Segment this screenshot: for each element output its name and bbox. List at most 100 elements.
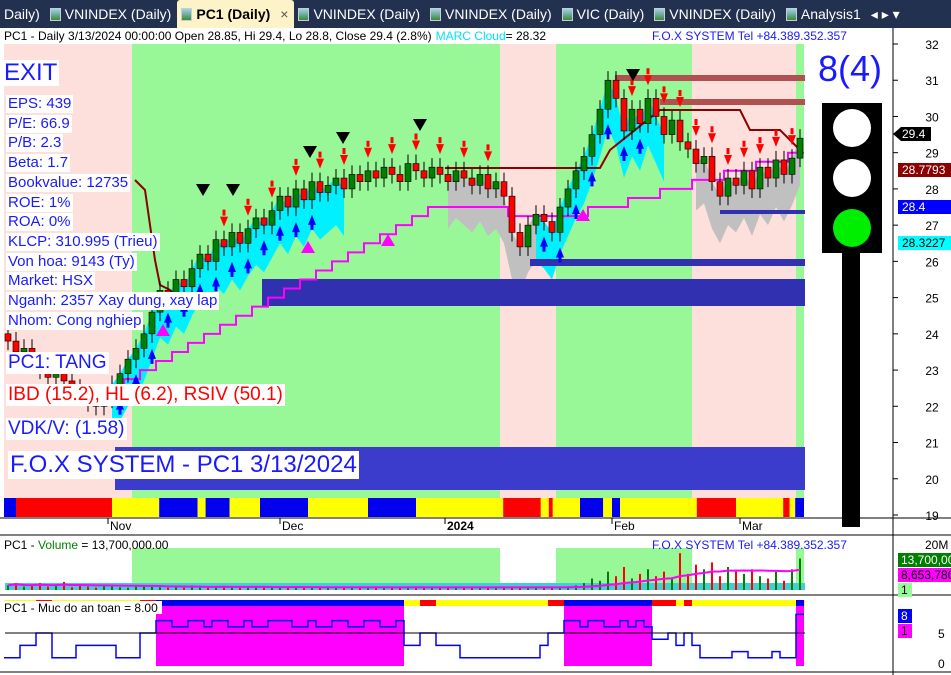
safety-tag-label: 1 <box>901 624 908 638</box>
volume-title-value: = 13,700,000.00 <box>78 538 169 552</box>
buy-arrow-icon <box>604 124 612 140</box>
safety-strip-segment <box>652 600 660 606</box>
fundamental-item: Beta: 1.7 <box>6 154 71 173</box>
sell-arrow-icon <box>644 68 652 86</box>
candle-body <box>292 188 300 208</box>
tab-label: Daily) <box>4 6 40 22</box>
safety-tag-label: 8 <box>901 609 908 623</box>
volume-tag <box>898 583 912 597</box>
tab-5[interactable]: VIC (Daily) <box>558 1 651 27</box>
candle-body <box>188 268 196 288</box>
volume-tag <box>898 568 951 582</box>
y-tick-label: 25 <box>925 292 939 306</box>
light-green-icon <box>833 209 871 247</box>
safety-strip-segment <box>300 600 308 606</box>
candle-body <box>572 170 580 190</box>
tab-4[interactable]: VNINDEX (Daily) <box>426 1 558 27</box>
candle-body <box>228 232 236 248</box>
buy-arrow-icon <box>540 236 548 252</box>
tab-3[interactable]: VNINDEX (Daily) <box>294 1 426 27</box>
safety-zone <box>308 606 316 666</box>
safety-strip-segment <box>164 600 172 606</box>
safety-strip-segment <box>692 600 700 606</box>
safety-zone <box>188 606 196 666</box>
tab-6[interactable]: VNINDEX (Daily) <box>650 1 782 27</box>
safety-strip-segment <box>556 600 564 606</box>
sell-arrow-icon <box>788 128 796 146</box>
safety-strip-segment <box>540 600 548 606</box>
safety-strip-segment <box>508 600 516 606</box>
tab-7[interactable]: Analysis1 <box>782 1 867 27</box>
price-tag-label: 29.4 <box>902 127 926 141</box>
volume-ma-line <box>7 568 801 589</box>
safety-strip-segment <box>244 600 252 606</box>
candle-body <box>180 279 188 288</box>
fundamental-item: Market: HSX <box>6 272 96 291</box>
fundamental-item: Nhom: Cong nghiep <box>6 311 144 330</box>
safety-zone <box>636 606 644 666</box>
candle-body <box>524 224 532 248</box>
fundamental-item: KLCP: 310.995 (Trieu) <box>6 232 160 251</box>
volume-tag <box>898 553 951 567</box>
sell-triangle-icon <box>626 69 640 81</box>
safety-strip-segment <box>484 600 492 606</box>
safety-strip-segment <box>684 600 692 606</box>
volume-tag-label: 13,700,000 <box>901 553 951 567</box>
candle-body <box>348 174 356 190</box>
tab-scroll-arrows[interactable]: ◂ ▸ ▾ <box>870 5 900 22</box>
candle-body <box>660 116 668 135</box>
sell-arrow-icon <box>316 151 324 169</box>
buy-arrow-icon <box>116 399 124 415</box>
y-tick-label: 29 <box>925 147 939 161</box>
safety-strip-segment <box>332 600 340 606</box>
y-tick-label: 20 <box>925 473 939 487</box>
candle-body <box>380 166 388 179</box>
tab-0[interactable]: Daily) <box>0 1 46 27</box>
candle-body <box>724 177 732 197</box>
chart-tab-bar: Daily) VNINDEX (Daily) PC1 (Daily) × VNINDEX… <box>0 0 951 28</box>
candle-body <box>732 177 740 186</box>
candle-body <box>420 170 428 179</box>
candle-body <box>780 159 788 175</box>
safety-strip-segment <box>524 600 532 606</box>
signal-strip-segment <box>205 498 230 517</box>
y-tick-label: 22 <box>925 400 939 414</box>
candle-body <box>716 181 724 197</box>
safety-strip-segment <box>348 600 356 606</box>
safety-strip-segment <box>644 600 652 606</box>
signal-strip-segment <box>368 498 416 517</box>
tab-label: VNINDEX (Daily) <box>445 6 552 22</box>
safety-zone <box>276 606 284 666</box>
safety-strip-segment <box>612 600 620 606</box>
candle-body <box>588 134 596 157</box>
tab-1[interactable]: VNINDEX (Daily) <box>46 1 178 27</box>
buy-arrow-icon <box>148 348 156 364</box>
buy-arrow-icon <box>228 261 236 277</box>
candle-body <box>404 163 412 182</box>
candle-body <box>204 253 212 262</box>
candle-body <box>596 108 604 135</box>
sell-arrow-icon <box>220 209 228 227</box>
candle-body <box>532 213 540 226</box>
candle-body <box>452 170 460 182</box>
safety-strip-segment <box>260 600 268 606</box>
fundamental-item: P/E: 66.9 <box>6 114 72 133</box>
price-tag-label: 28.7793 <box>902 163 946 177</box>
buy-arrow-icon <box>572 203 580 219</box>
tab-label: Analysis1 <box>800 6 861 22</box>
safety-zone <box>228 606 236 666</box>
safety-strip-segment <box>748 600 756 606</box>
candle-body <box>412 163 420 172</box>
candle-body <box>340 177 348 190</box>
safety-zone <box>612 606 620 666</box>
sell-arrow-icon <box>676 90 684 108</box>
candle-body <box>236 232 244 244</box>
close-tab-icon[interactable]: × <box>280 6 289 22</box>
fundamental-item: P/B: 2.3 <box>6 134 64 153</box>
y-tick-label: 19 <box>925 509 939 523</box>
safety-zone <box>324 606 332 666</box>
support-band <box>262 279 805 306</box>
tab-2[interactable]: PC1 (Daily) × <box>177 0 295 28</box>
buy-arrow-icon <box>556 247 564 263</box>
